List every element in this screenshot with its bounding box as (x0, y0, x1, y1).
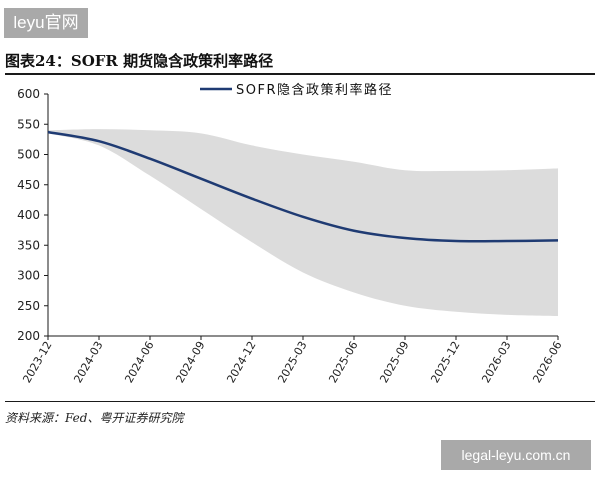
x-tick-label: 2025-12 (428, 339, 462, 385)
x-tick-label: 2025-03 (275, 339, 309, 385)
band-area (48, 129, 558, 317)
x-tick-label: 2026-06 (530, 339, 564, 385)
y-tick-label: 250 (17, 299, 40, 313)
y-tick-label: 600 (17, 87, 40, 101)
series-line (47, 130, 559, 243)
title-rule (5, 73, 595, 75)
y-tick-label: 200 (17, 329, 40, 343)
x-tick-label: 2024-09 (173, 339, 207, 385)
y-tick-label: 500 (17, 148, 40, 162)
y-tick-label: 300 (17, 269, 40, 283)
bottom-rule (5, 401, 595, 402)
legend-label: SOFR隐含政策利率路径 (236, 82, 393, 98)
chart: 200 250 300 350 400 450 500 550 600 2023-12 2024-0… (17, 82, 565, 385)
x-tick-label: 2026-03 (479, 339, 513, 385)
confidence-band (48, 129, 558, 317)
x-tick-label: 2024-03 (71, 339, 105, 385)
y-tick-label: 550 (17, 117, 40, 131)
y-tick-label: 450 (17, 178, 40, 192)
y-tick-label: 350 (17, 238, 40, 252)
source-note: 资料来源：Fed、粤开证券研究院 (5, 411, 184, 425)
x-tick-label: 2025-09 (377, 339, 411, 385)
x-tick-label: 2025-06 (326, 339, 360, 385)
watermark-top: leyu官网 (4, 8, 88, 38)
x-tick-label: 2023-12 (20, 339, 54, 385)
x-tick-label: 2024-12 (224, 339, 258, 385)
figure-title: 图表24：SOFR 期货隐含政策利率路径 (5, 52, 274, 70)
y-tick-label: 400 (17, 208, 40, 222)
legend: SOFR隐含政策利率路径 (200, 82, 393, 98)
x-tick-label: 2024-06 (122, 339, 156, 385)
watermark-bottom: legal-leyu.com.cn (441, 440, 591, 470)
